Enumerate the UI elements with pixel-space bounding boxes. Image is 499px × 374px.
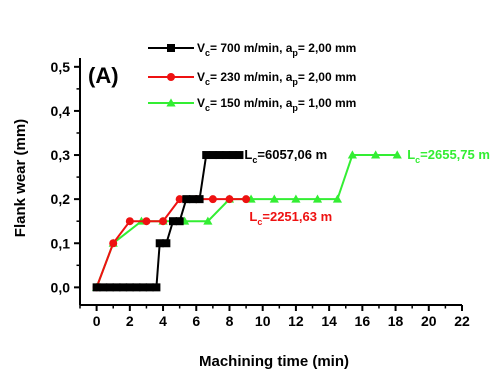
data-point bbox=[188, 195, 197, 204]
data-point bbox=[169, 217, 178, 226]
annotation-3: Lc=2655,75 m bbox=[407, 147, 490, 165]
series-line bbox=[95, 198, 247, 288]
data-point bbox=[125, 217, 134, 226]
data-point bbox=[195, 195, 204, 204]
x-tick-label: 0 bbox=[93, 313, 101, 329]
x-tick-label: 22 bbox=[454, 313, 470, 329]
x-tick-label: 2 bbox=[126, 313, 134, 329]
axes: 0 2 4 6 8 10 12 14 16 18 20 22 0,0 0,1 0,2 0,3 0,4 0,5 bbox=[51, 58, 470, 329]
data-point bbox=[166, 98, 176, 107]
panel-label: (A) bbox=[88, 63, 119, 88]
data-point bbox=[159, 217, 168, 226]
data-point bbox=[132, 283, 141, 292]
legend-label: Vc= 700 m/min, ap= 2,00 mm bbox=[197, 41, 356, 58]
annotation-1: Lc=6057,06 m bbox=[244, 147, 327, 165]
y-tick-label: 0,1 bbox=[51, 235, 71, 251]
x-tick-label: 6 bbox=[192, 313, 200, 329]
data-point bbox=[208, 195, 217, 204]
legend-entry-3: Vc= 150 m/min, ap= 1,00 mm bbox=[148, 96, 356, 113]
data-point bbox=[182, 195, 191, 204]
x-tick-label: 14 bbox=[321, 313, 337, 329]
legend-entry-1: Vc= 700 m/min, ap= 2,00 mm bbox=[148, 41, 356, 58]
data-point bbox=[105, 283, 114, 292]
series-2 bbox=[92, 195, 251, 292]
data-point bbox=[312, 194, 323, 203]
data-point bbox=[203, 216, 213, 225]
x-tick-label: 12 bbox=[288, 313, 304, 329]
data-point bbox=[225, 195, 234, 204]
data-point bbox=[142, 217, 151, 226]
x-tick-label: 4 bbox=[159, 313, 167, 329]
data-point bbox=[347, 150, 357, 159]
y-tick-label: 0,0 bbox=[51, 279, 71, 295]
y-tick-label: 0,2 bbox=[51, 191, 71, 207]
data-point bbox=[109, 239, 118, 248]
data-point bbox=[112, 283, 121, 292]
y-tick-label: 0,4 bbox=[51, 103, 71, 119]
data-point bbox=[92, 283, 101, 292]
y-tick-label: 0,5 bbox=[51, 59, 71, 75]
data-point bbox=[175, 217, 184, 226]
x-tick-label: 20 bbox=[421, 313, 437, 329]
legend-entry-2: Vc= 230 m/min, ap= 2,00 mm bbox=[148, 70, 356, 87]
data-point bbox=[167, 44, 175, 52]
data-point bbox=[125, 283, 134, 292]
data-point bbox=[145, 283, 154, 292]
data-point bbox=[291, 194, 301, 203]
data-point bbox=[242, 195, 251, 204]
series-1 bbox=[92, 151, 244, 292]
data-point bbox=[162, 239, 171, 248]
data-point bbox=[215, 151, 224, 160]
y-tick-label: 0,3 bbox=[51, 147, 71, 163]
x-tick-label: 16 bbox=[355, 313, 371, 329]
data-point bbox=[228, 151, 237, 160]
data-point bbox=[235, 151, 244, 160]
data-point bbox=[99, 283, 108, 292]
data-point bbox=[269, 194, 279, 203]
annotations: Lc=6057,06 m Lc=2251,63 m Lc=2655,75 m bbox=[244, 147, 489, 227]
data-point bbox=[167, 73, 175, 81]
legend-label: Vc= 230 m/min, ap= 2,00 mm bbox=[197, 70, 356, 87]
data-point bbox=[332, 194, 343, 203]
data-point bbox=[371, 150, 381, 159]
x-tick-label: 10 bbox=[255, 313, 271, 329]
annotation-2: Lc=2251,63 m bbox=[249, 209, 332, 227]
legend-label: Vc= 150 m/min, ap= 1,00 mm bbox=[197, 96, 356, 113]
data-point bbox=[155, 239, 164, 248]
data-point bbox=[139, 283, 148, 292]
legend: Vc= 700 m/min, ap= 2,00 mm Vc= 230 m/min,… bbox=[148, 41, 356, 113]
data-point bbox=[392, 150, 402, 159]
data-point bbox=[119, 283, 128, 292]
data-point bbox=[152, 283, 161, 292]
series-layer bbox=[92, 150, 402, 292]
x-axis-title: Machining time (min) bbox=[199, 353, 349, 370]
data-point bbox=[208, 151, 217, 160]
data-point bbox=[202, 151, 211, 160]
x-tick-label: 18 bbox=[388, 313, 404, 329]
data-point bbox=[222, 151, 231, 160]
y-axis-title: Flank wear (mm) bbox=[12, 119, 29, 237]
x-tick-label: 8 bbox=[226, 313, 234, 329]
data-point bbox=[175, 195, 184, 204]
